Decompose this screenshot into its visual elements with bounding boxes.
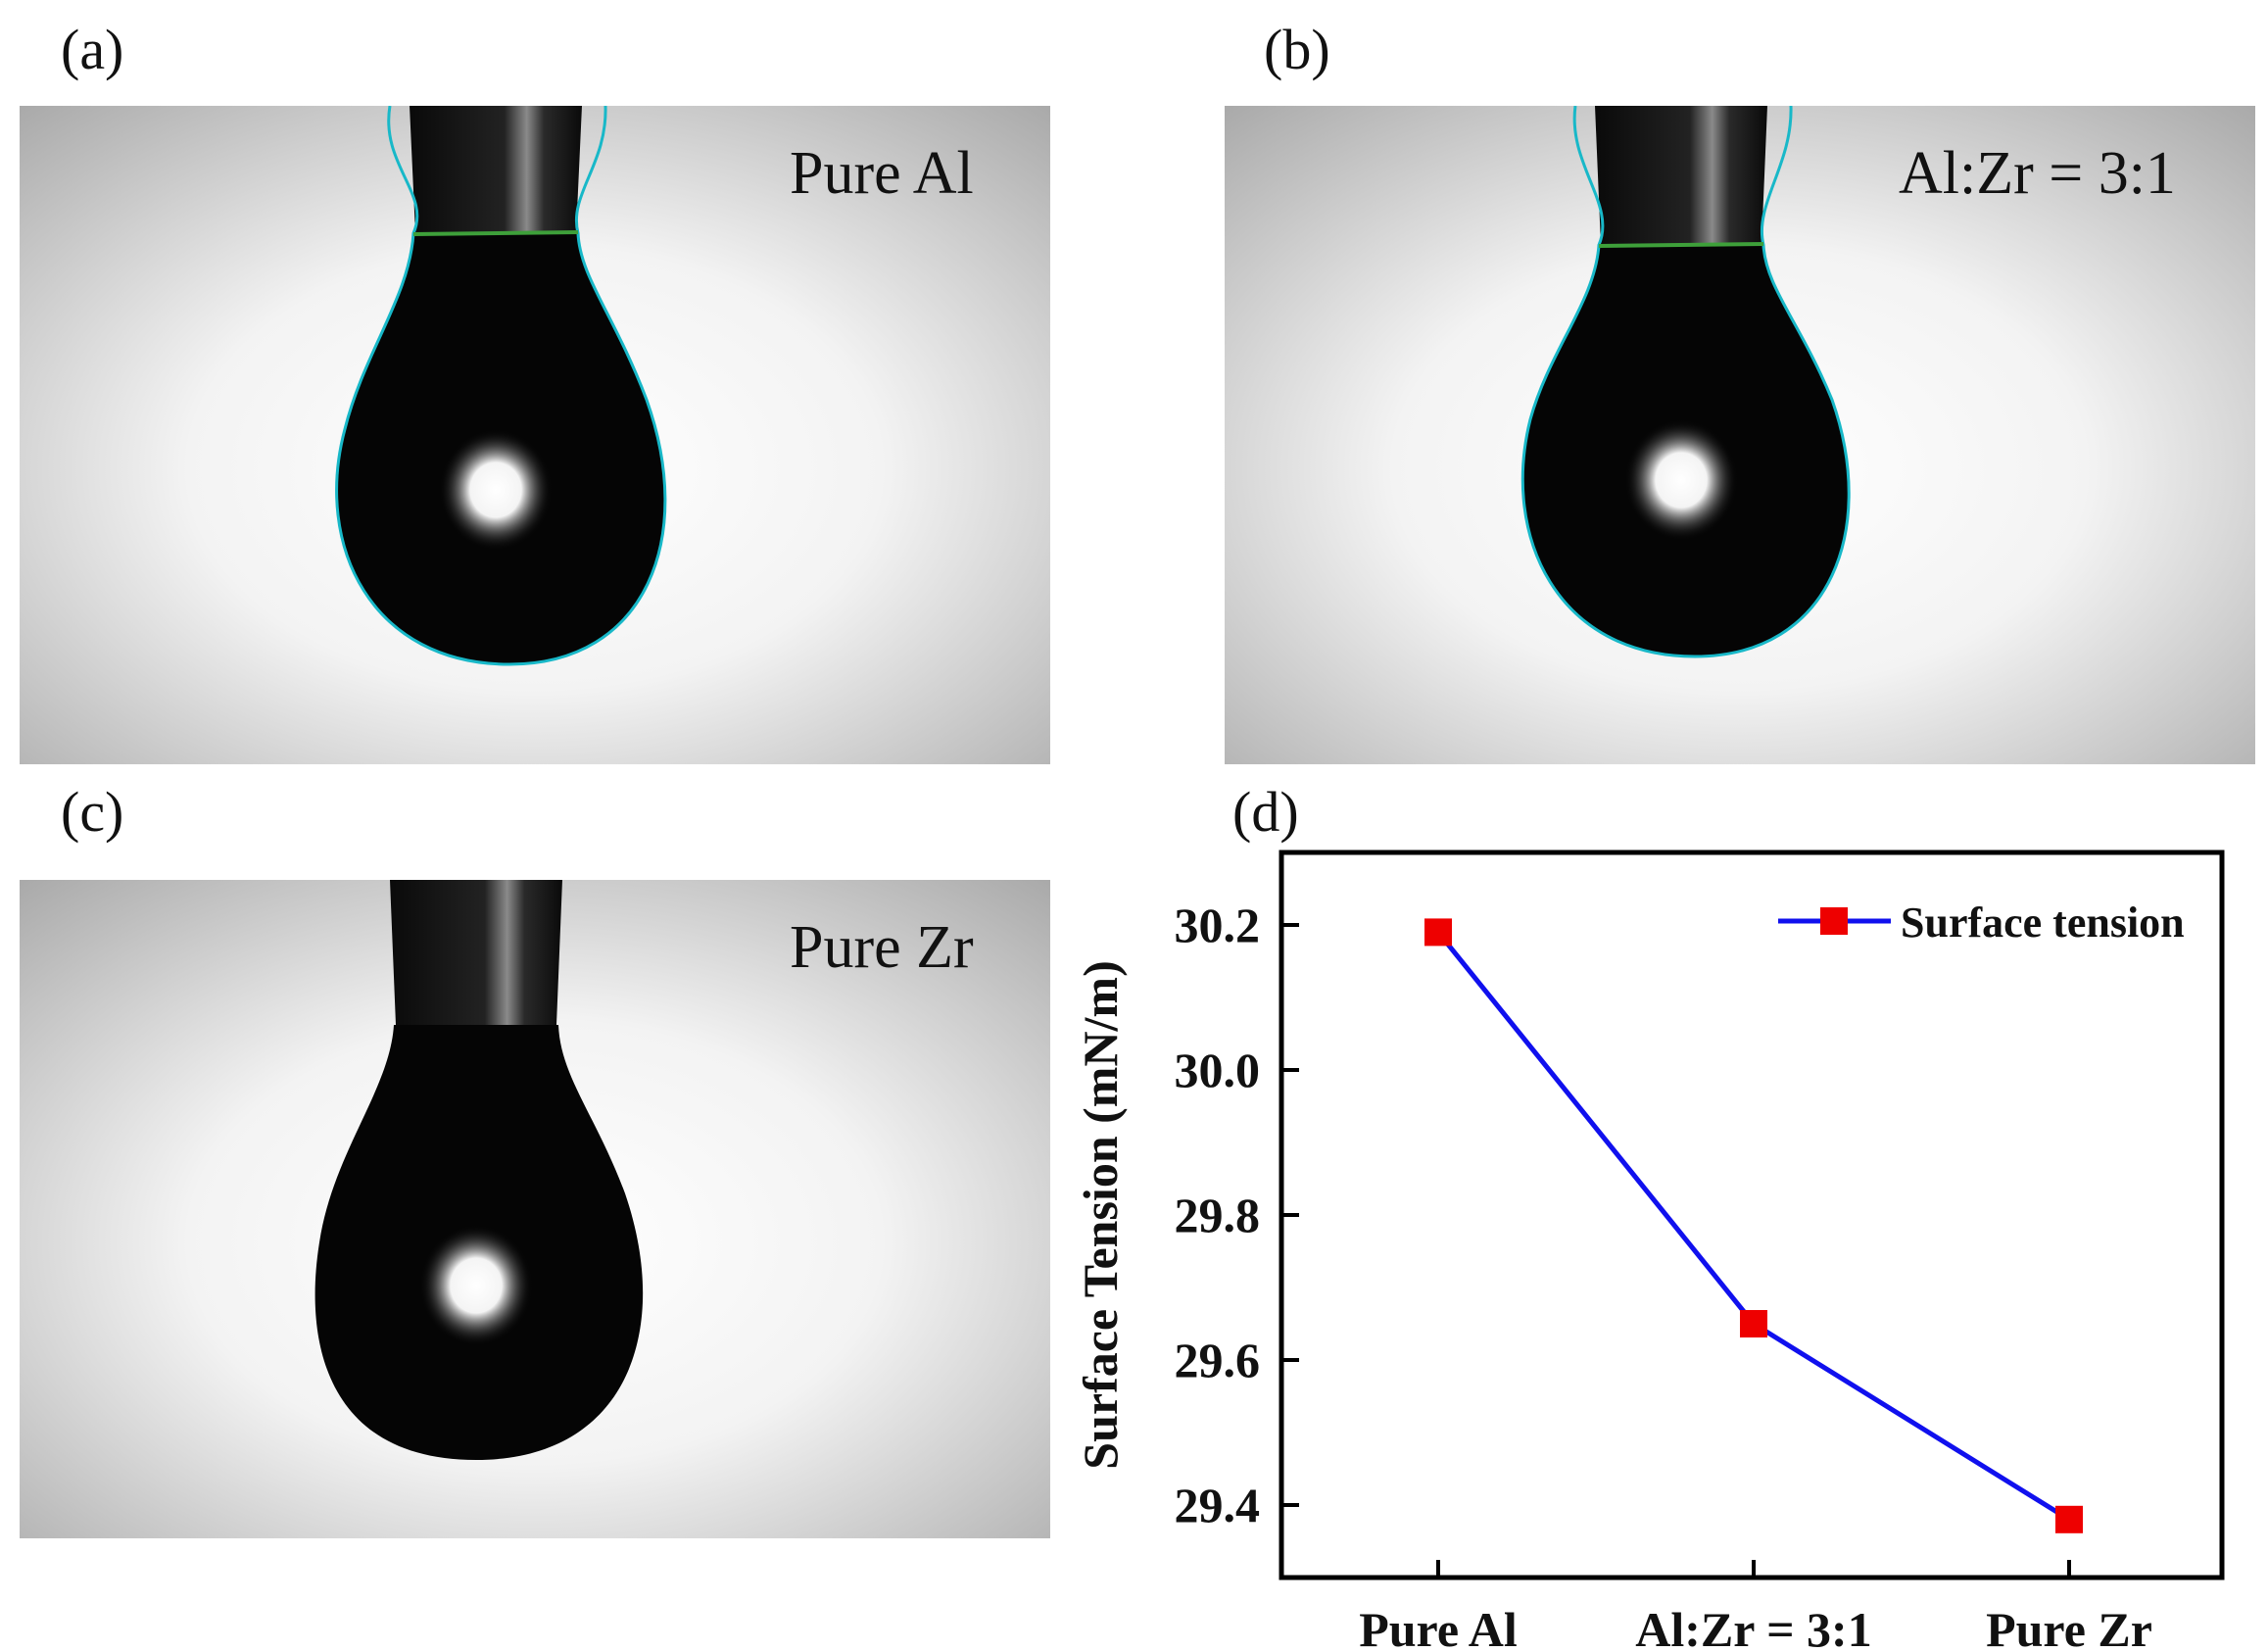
droplet-photo-pure-al: Pure Al [20, 106, 1050, 764]
legend-marker [1820, 907, 1848, 935]
data-point [1424, 918, 1452, 947]
panel-letter-b: (b) [1264, 18, 1330, 81]
data-point [2055, 1505, 2083, 1533]
x-tick-label: Al:Zr = 3:1 [1635, 1602, 1871, 1652]
y-tick-label: 29.8 [1175, 1188, 1261, 1242]
y-tick-label: 29.4 [1175, 1478, 1261, 1532]
y-tick-label: 30.0 [1175, 1043, 1261, 1097]
x-axis: Pure Al Al:Zr = 3:1 Pure Zr [1359, 1560, 2152, 1652]
series-layer [1424, 918, 2083, 1533]
plot-frame [1279, 850, 2225, 1580]
photo-label-pure-al: Pure Al [790, 140, 974, 207]
series-line [1436, 930, 2071, 1522]
legend: Surface tension [1778, 899, 2185, 947]
data-point [1740, 1310, 1767, 1337]
y-tick-label: 30.2 [1175, 898, 1261, 952]
panel-letter-c: (c) [61, 780, 124, 844]
panel-letter-a: (a) [61, 18, 124, 81]
photo-label-pure-zr: Pure Zr [790, 914, 974, 981]
x-tick-label: Pure Al [1359, 1602, 1518, 1652]
y-axis-title: Surface Tension (mN/m) [1073, 960, 1128, 1469]
y-axis: 29.4 29.6 29.8 30.0 30.2 [1175, 898, 1299, 1532]
legend-label: Surface tension [1901, 899, 2185, 947]
panel-letter-d: (d) [1232, 780, 1299, 844]
droplet-photo-al-zr: Al:Zr = 3:1 [1225, 106, 2255, 764]
photo-label-al-zr: Al:Zr = 3:1 [1899, 140, 2176, 207]
y-tick-label: 29.6 [1175, 1333, 1261, 1387]
droplet-photo-pure-zr: Pure Zr [20, 880, 1050, 1538]
x-tick-label: Pure Zr [1986, 1602, 2152, 1652]
